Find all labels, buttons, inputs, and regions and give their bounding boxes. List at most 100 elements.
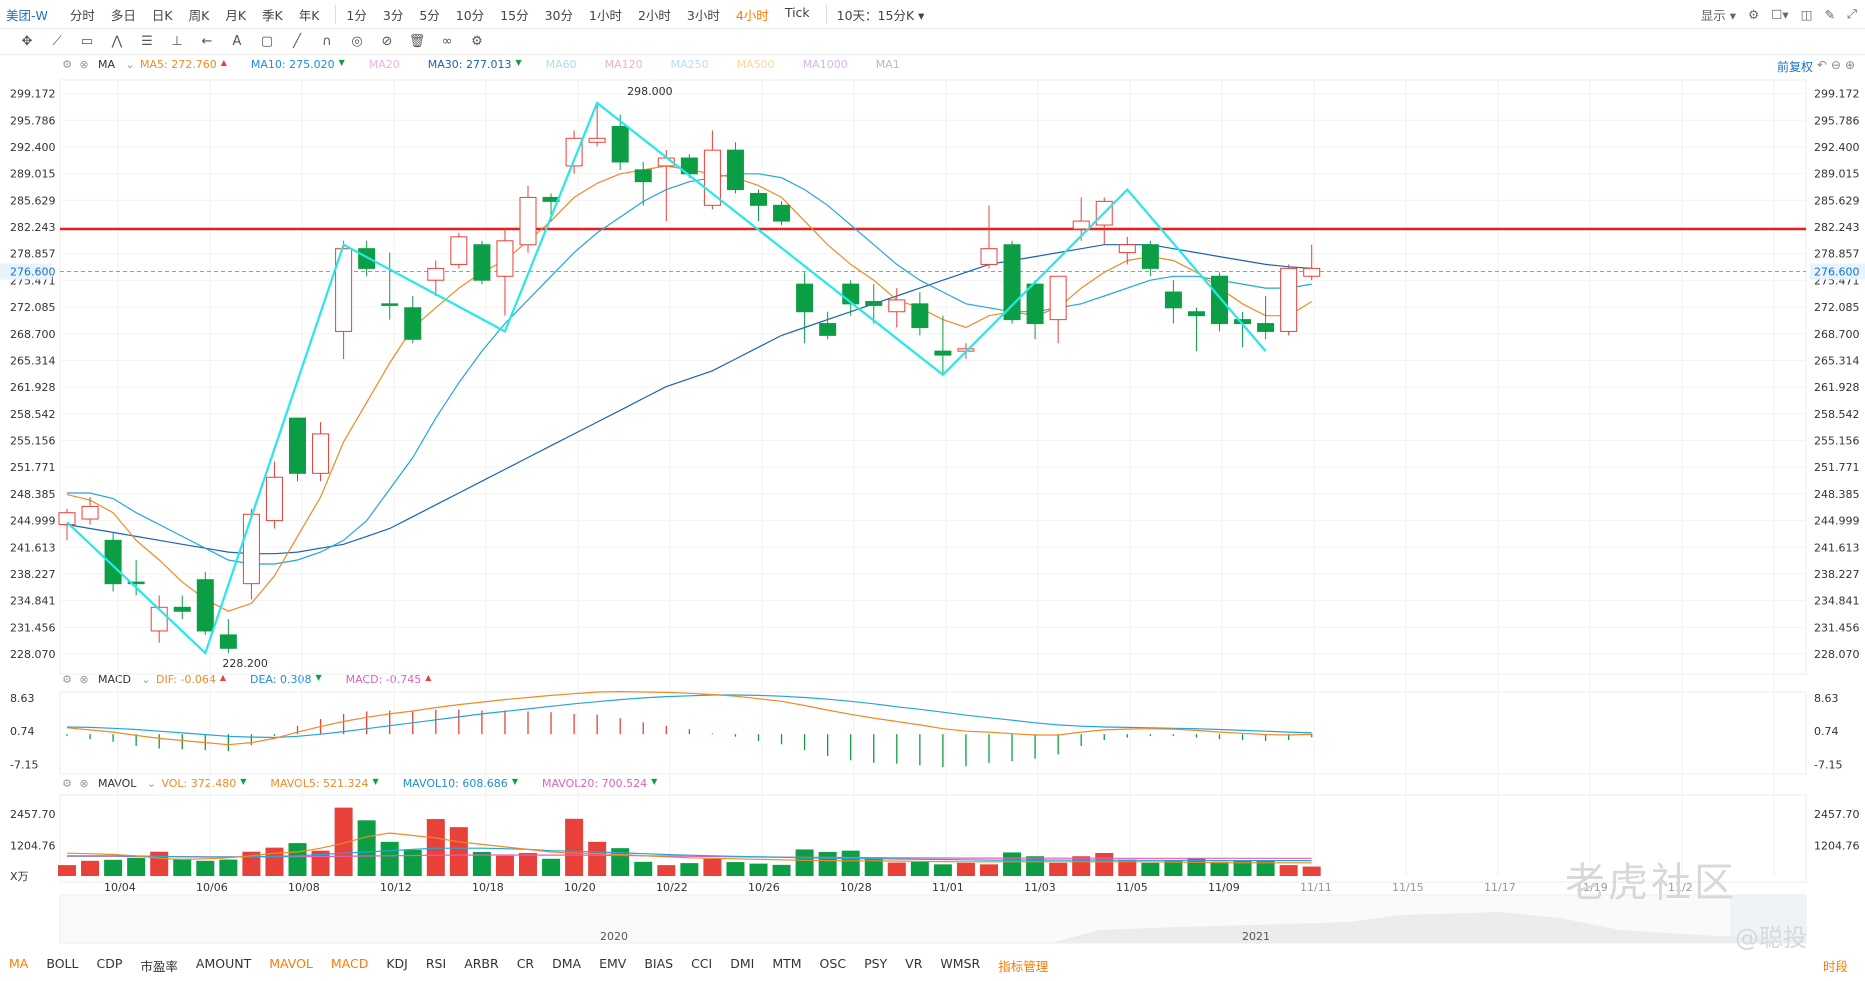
indicator-tab-8[interactable]: RSI	[425, 955, 447, 971]
text-tool-icon[interactable]: A	[232, 33, 242, 49]
main_legend-item-9[interactable]: MA1	[875, 58, 900, 71]
period-3[interactable]: 周K	[188, 7, 210, 23]
main_legend-item-6[interactable]: MA250	[670, 58, 709, 71]
rect-tool-icon[interactable]: ▭	[80, 33, 94, 49]
indicator-tab-9[interactable]: ARBR	[464, 955, 499, 971]
indicator-tab-10[interactable]: CR	[516, 955, 535, 971]
indicator-tab-16[interactable]: MTM	[772, 955, 802, 971]
indicator-tab-20[interactable]: WMSR	[940, 955, 981, 971]
trash-icon[interactable]: 🗑	[408, 33, 426, 49]
main_legend-item-7[interactable]: MA500	[736, 58, 775, 71]
brush-tool-icon[interactable]: ╱	[293, 33, 301, 49]
chevron-down-icon[interactable]: ⌄	[141, 673, 151, 686]
indicator-tab-3[interactable]: 市盈率	[140, 958, 178, 974]
indicator-tab-13[interactable]: BIAS	[644, 955, 674, 971]
period-7[interactable]: 1分	[335, 4, 367, 24]
period-9[interactable]: 5分	[419, 7, 440, 23]
vol_legend-item-3[interactable]: MAVOL20: 700.524	[541, 777, 648, 790]
camera-icon[interactable]: ◫	[1800, 6, 1813, 22]
vol_legend-item-2[interactable]: MAVOL10: 608.686	[402, 777, 508, 790]
period-6[interactable]: 年K	[298, 7, 320, 23]
hide-icon[interactable]: ◎	[351, 33, 363, 49]
main_legend-item-2[interactable]: MA20	[368, 58, 400, 71]
indicator-tab-0[interactable]: MA	[9, 955, 29, 971]
period-0[interactable]: 分时	[69, 7, 95, 23]
macd_legend-item-2[interactable]: MACD: -0.745	[345, 673, 422, 686]
macd_legend-item-1[interactable]: DEA: 0.308	[250, 673, 312, 686]
vol_legend-item-1[interactable]: MAVOL5: 521.324	[270, 777, 369, 790]
zoom-controls[interactable]: ↶⊖⊕	[1816, 58, 1859, 72]
main_legend-item-3[interactable]: MA30: 277.013	[427, 58, 512, 71]
fib-tool-icon[interactable]: ☰	[141, 33, 153, 49]
gear-icon[interactable]: ⚙	[471, 33, 483, 49]
settings-icon[interactable]: ⚙	[62, 58, 72, 71]
line-tool-icon[interactable]: ⟋	[52, 33, 62, 49]
main-indicator-name[interactable]: MA	[98, 58, 116, 71]
main_legend-item-0[interactable]: MA5: 272.760	[140, 58, 217, 71]
indicator-tab-6[interactable]: MACD	[330, 955, 369, 971]
indicator-tab-17[interactable]: OSC	[819, 955, 847, 971]
main_legend-item-5[interactable]: MA120	[604, 58, 643, 71]
chevron-down-icon[interactable]: ⌄	[146, 777, 157, 790]
period-10[interactable]: 10分	[455, 7, 485, 23]
arrow-tool-icon[interactable]: ←	[201, 33, 213, 49]
indicator-tab-21[interactable]: 指标管理	[998, 958, 1049, 974]
macd_legend-item-0[interactable]: DIF: -0.064	[155, 673, 216, 686]
period-1[interactable]: 多日	[110, 7, 136, 23]
price-tick-right: 261.928	[1814, 381, 1860, 394]
period-12[interactable]: 30分	[544, 7, 573, 23]
macd-indicator-name[interactable]: MACD	[98, 673, 131, 686]
session-toggle[interactable]: 时段	[1822, 958, 1848, 974]
note-tool-icon[interactable]: ▢	[260, 33, 274, 49]
pen-icon[interactable]: ✎	[1824, 6, 1835, 22]
indicator-tab-14[interactable]: CCI	[691, 955, 713, 971]
period-13[interactable]: 1小时	[589, 7, 622, 23]
indicator-tab-11[interactable]: DMA	[552, 955, 582, 971]
settings-icon[interactable]: ⚙	[62, 673, 72, 686]
period-4[interactable]: 月K	[225, 7, 247, 23]
eye-off-icon[interactable]: ⊘	[381, 33, 393, 49]
wave-tool-icon[interactable]: ⋀	[111, 33, 123, 49]
symbol-selector[interactable]: 美团-W	[6, 7, 48, 23]
vol_legend-item-0[interactable]: VOL: 372.480	[161, 777, 237, 790]
indicator-tab-4[interactable]: AMOUNT	[195, 955, 252, 971]
period-11[interactable]: 15分	[500, 7, 529, 23]
main_legend-item-4[interactable]: MA60	[545, 58, 577, 71]
range-selector[interactable]: 10天：15分K ▾	[825, 4, 924, 24]
main_legend-item-1[interactable]: MA10: 275.020	[250, 58, 335, 71]
period-2[interactable]: 日K	[151, 7, 173, 23]
link-icon[interactable]: ∞	[441, 33, 453, 49]
adjust-toggle[interactable]: 前复权	[1776, 60, 1813, 74]
period-17[interactable]: Tick	[784, 4, 810, 20]
close-icon[interactable]: ⊗	[79, 58, 89, 71]
candle-body	[496, 240, 514, 277]
fullscreen-icon[interactable]: ⤢	[1846, 6, 1857, 21]
period-14[interactable]: 2小时	[637, 7, 671, 23]
indicator-tab-7[interactable]: KDJ	[386, 955, 408, 971]
magnet-icon[interactable]: ∩	[322, 33, 332, 49]
main_legend-item-8[interactable]: MA1000	[802, 58, 848, 71]
period-5[interactable]: 季K	[262, 7, 283, 23]
settings-icon[interactable]: ⚙	[1747, 6, 1760, 22]
indicator-tab-18[interactable]: PSY	[864, 955, 888, 971]
indicator-tab-1[interactable]: BOLL	[46, 955, 79, 971]
indicator-tab-19[interactable]: VR	[905, 955, 923, 971]
price-tick-left: 261.928	[10, 381, 56, 394]
indicator-tab-15[interactable]: DMI	[730, 955, 755, 971]
indicator-tab-5[interactable]: MAVOL	[269, 955, 313, 971]
period-15[interactable]: 3小时	[686, 7, 720, 23]
display-menu[interactable]: 显示 ▾	[1700, 7, 1736, 23]
period-8[interactable]: 3分	[382, 7, 404, 23]
measure-tool-icon[interactable]: ⊥	[171, 33, 183, 49]
indicator-tab-12[interactable]: EMV	[599, 955, 627, 971]
vol-indicator-name[interactable]: MAVOL	[98, 777, 137, 790]
layout-icon[interactable]: ☐▾	[1771, 6, 1789, 22]
indicator-tab-2[interactable]: CDP	[96, 955, 123, 971]
chevron-down-icon[interactable]: ⌄	[125, 58, 135, 71]
crosshair-icon[interactable]: ✥	[21, 33, 33, 49]
close-icon[interactable]: ⊗	[79, 777, 89, 790]
settings-icon[interactable]: ⚙	[62, 777, 72, 790]
close-icon[interactable]: ⊗	[79, 673, 89, 686]
period-16[interactable]: 4小时	[735, 7, 769, 23]
